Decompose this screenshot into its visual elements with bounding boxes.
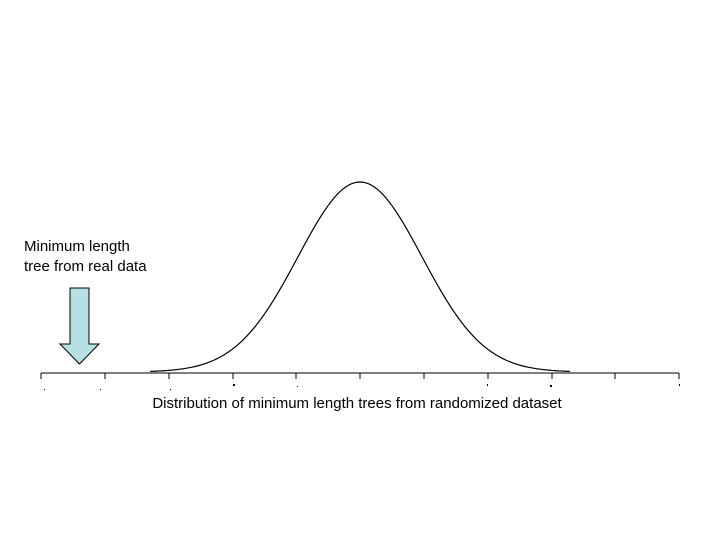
down-arrow-icon bbox=[58, 287, 101, 365]
tick-label-mark bbox=[487, 384, 488, 386]
annotation-line-2: tree from real data bbox=[24, 258, 147, 275]
axis-ticks bbox=[40, 373, 680, 379]
tick-label-mark bbox=[233, 384, 235, 386]
tick-label-mark bbox=[550, 385, 552, 387]
tick-label-mark bbox=[297, 386, 298, 387]
tick-label-mark bbox=[679, 384, 680, 386]
tick-label-mark bbox=[170, 389, 171, 390]
distribution-curve bbox=[149, 181, 571, 372]
annotation-line-1: Minimum length bbox=[24, 238, 130, 255]
tick-label-mark bbox=[44, 389, 45, 390]
tick-label-marks bbox=[44, 384, 680, 390]
tick-label-mark bbox=[100, 389, 101, 390]
axis-caption: Distribution of minimum length trees fro… bbox=[152, 395, 562, 412]
